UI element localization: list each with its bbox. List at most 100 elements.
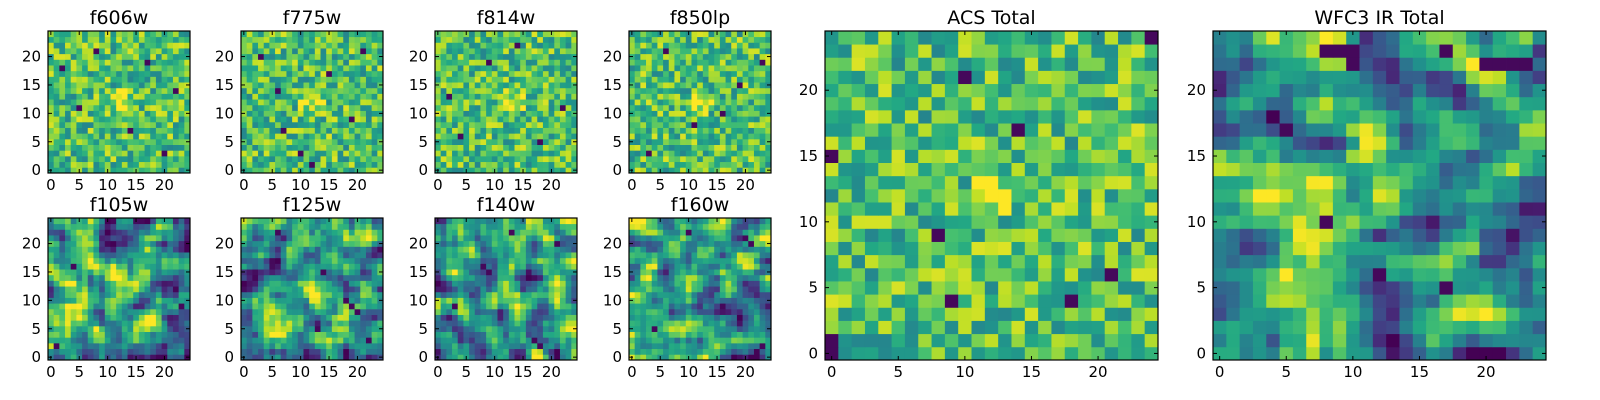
heatmap-cell bbox=[241, 280, 248, 287]
heatmap-cell bbox=[457, 354, 464, 361]
heatmap-cell bbox=[508, 31, 515, 38]
heatmap-cell bbox=[565, 70, 572, 77]
heatmap-cell bbox=[702, 303, 709, 310]
heatmap-cell bbox=[127, 274, 134, 281]
heatmap-cell bbox=[565, 320, 572, 327]
heatmap-cell bbox=[719, 127, 726, 134]
heatmap-cell bbox=[275, 167, 282, 174]
heatmap-cell bbox=[446, 42, 453, 49]
heatmap-cell bbox=[48, 263, 55, 270]
heatmap-cell bbox=[343, 82, 350, 89]
heatmap-cell bbox=[82, 280, 89, 287]
heatmap-cell bbox=[263, 155, 270, 163]
heatmap-cell bbox=[155, 240, 162, 247]
heatmap-cell bbox=[371, 31, 378, 38]
heatmap-cell bbox=[514, 70, 521, 77]
heatmap-cell bbox=[82, 59, 89, 66]
heatmap-cell bbox=[343, 70, 350, 77]
heatmap-cell bbox=[65, 127, 72, 134]
heatmap-cell bbox=[286, 354, 293, 361]
heatmap-cell bbox=[343, 138, 350, 145]
heatmap-cell bbox=[241, 308, 248, 315]
heatmap-cell bbox=[286, 70, 293, 77]
heatmap-cell bbox=[377, 121, 384, 128]
heatmap-cell bbox=[657, 342, 664, 350]
heatmap-cell bbox=[87, 274, 94, 281]
heatmap-cell bbox=[121, 133, 128, 140]
heatmap-cell bbox=[138, 42, 145, 49]
heatmap-cell bbox=[360, 138, 367, 145]
heatmap-cell bbox=[503, 150, 510, 157]
heatmap-cell bbox=[742, 342, 749, 350]
heatmap-cell bbox=[286, 331, 293, 338]
heatmap-cell bbox=[520, 235, 527, 242]
heatmap-cell bbox=[714, 325, 721, 332]
heatmap-cell bbox=[280, 82, 287, 89]
heatmap-cell bbox=[377, 223, 384, 230]
heatmap-cell bbox=[663, 348, 670, 355]
heatmap-cell bbox=[161, 325, 168, 332]
heatmap-cell bbox=[440, 31, 447, 38]
heatmap-cell bbox=[503, 53, 510, 60]
heatmap-cell bbox=[269, 99, 276, 106]
heatmap-cell bbox=[759, 354, 766, 361]
heatmap-cell bbox=[680, 320, 687, 327]
heatmap-cell bbox=[674, 308, 681, 315]
heatmap-cell bbox=[172, 325, 180, 332]
heatmap-cell bbox=[525, 42, 532, 49]
heatmap-cell bbox=[714, 53, 721, 60]
heatmap-cell bbox=[571, 229, 578, 236]
heatmap-cell bbox=[65, 65, 72, 72]
heatmap-cell bbox=[520, 337, 527, 344]
heatmap-cell bbox=[343, 308, 350, 315]
heatmap-cell bbox=[87, 42, 94, 49]
heatmap-cell bbox=[697, 127, 704, 134]
y-tick-label: 0 bbox=[224, 161, 234, 179]
heatmap-cell bbox=[736, 36, 743, 43]
heatmap-cell bbox=[326, 87, 333, 94]
heatmap-cell bbox=[697, 53, 704, 60]
heatmap-cell bbox=[303, 235, 310, 242]
heatmap-cell bbox=[144, 99, 151, 106]
heatmap-cell bbox=[440, 291, 447, 298]
heatmap-cell bbox=[150, 229, 157, 236]
heatmap-cell bbox=[497, 42, 504, 49]
heatmap-cell bbox=[331, 297, 338, 304]
heatmap-cell bbox=[172, 331, 180, 338]
heatmap-cell bbox=[116, 104, 123, 111]
heatmap-cell bbox=[354, 303, 361, 310]
heatmap-cell bbox=[184, 31, 191, 38]
heatmap-cell bbox=[668, 286, 675, 293]
heatmap-cell bbox=[116, 337, 123, 344]
heatmap-cell bbox=[668, 127, 675, 134]
heatmap-cell bbox=[680, 297, 687, 304]
heatmap-cell bbox=[452, 121, 459, 128]
heatmap-cell bbox=[736, 70, 743, 77]
heatmap-cell bbox=[463, 121, 470, 128]
heatmap-cell bbox=[691, 48, 698, 55]
heatmap-cell bbox=[360, 82, 367, 89]
heatmap-cell bbox=[178, 342, 185, 350]
heatmap-cell bbox=[280, 116, 287, 123]
heatmap-cell bbox=[508, 150, 515, 157]
heatmap-cell bbox=[657, 297, 664, 304]
heatmap-cell bbox=[354, 297, 361, 304]
heatmap-cell bbox=[537, 36, 544, 43]
heatmap-cell bbox=[263, 297, 270, 304]
heatmap-cell bbox=[708, 116, 715, 123]
heatmap-cell bbox=[263, 229, 270, 236]
heatmap-cell bbox=[486, 342, 493, 350]
heatmap-cell bbox=[144, 269, 151, 276]
heatmap-cell bbox=[133, 229, 140, 236]
heatmap-cell bbox=[503, 337, 510, 344]
heatmap-cell bbox=[651, 144, 658, 151]
heatmap-cell bbox=[731, 121, 738, 128]
heatmap-cell bbox=[178, 274, 185, 281]
heatmap-cell bbox=[133, 325, 140, 332]
heatmap-cell bbox=[155, 246, 162, 253]
heatmap-cell bbox=[82, 354, 89, 361]
heatmap-cell bbox=[263, 337, 270, 344]
heatmap-cell bbox=[525, 87, 532, 94]
heatmap-cell bbox=[286, 308, 293, 315]
heatmap-cell bbox=[371, 263, 378, 270]
